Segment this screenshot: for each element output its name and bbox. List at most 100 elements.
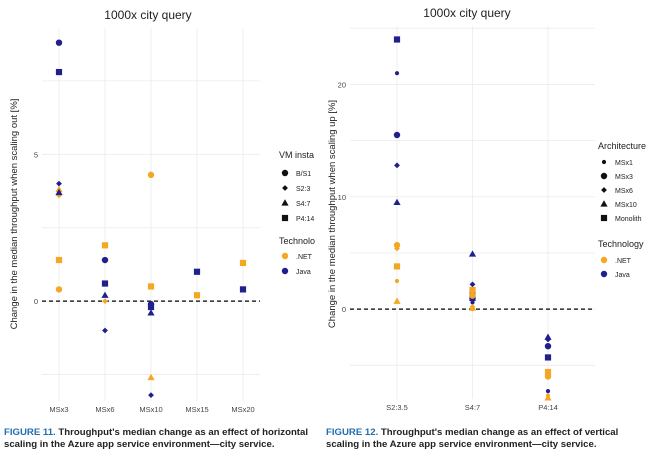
data-point (393, 198, 401, 205)
y-tick-label: 20 (338, 80, 346, 89)
y-axis-label: Change in the median throughput when sca… (9, 99, 20, 330)
y-tick-label: 10 (338, 193, 346, 202)
data-point (393, 263, 401, 270)
legend-key (281, 169, 289, 177)
legend-shape-entries: MSx1 MSx3 MSx6 MSx10 Monolith (600, 159, 642, 223)
legend-color-title: Technolo (279, 236, 315, 246)
y-tick-label: 5 (34, 150, 38, 159)
data-point (148, 392, 154, 399)
legend-key (281, 214, 289, 222)
legend-key (281, 267, 289, 275)
figure-12-caption: FIGURE 12. Throughput's median change as… (326, 427, 648, 450)
data-point (101, 291, 109, 298)
caption-label: FIGURE 12. (326, 427, 379, 438)
legend-key (281, 252, 289, 260)
legend-shape-title: VM insta (279, 150, 314, 160)
x-tick-label: MSx3 (49, 405, 68, 414)
data-point (393, 36, 401, 43)
legend-key (600, 256, 608, 264)
legend-label: MSx1 (615, 160, 633, 167)
legend-key (601, 159, 607, 165)
legend-label: .NET (296, 254, 313, 261)
data-point (394, 278, 400, 284)
data-point (193, 268, 201, 275)
legend-label: MSx6 (615, 188, 633, 195)
data-point (470, 300, 475, 305)
caption-label: FIGURE 11. (4, 427, 56, 438)
legend-key (600, 214, 608, 222)
data-point (56, 180, 62, 187)
data-point (56, 192, 62, 199)
data-point (147, 309, 155, 316)
tick-labels-layer: MSx3 MSx6 MSx10 MSx15 MSx20 0 5 (34, 150, 255, 414)
legend-key (601, 187, 607, 193)
legend-label: P4:14 (296, 216, 314, 223)
data-point (544, 333, 552, 340)
data-point (147, 303, 155, 311)
y-tick-label: 0 (342, 305, 346, 314)
legend-key (600, 200, 608, 207)
data-point (394, 71, 400, 76)
legend-label: Java (296, 269, 311, 276)
data-point (101, 242, 109, 249)
legend-label: Monolith (615, 216, 642, 223)
chart-title: 1000x city query (104, 8, 191, 22)
data-point (55, 286, 63, 293)
x-tick-label: S2:3.5 (386, 403, 408, 412)
data-point (544, 354, 552, 361)
figure-11-caption: FIGURE 11. Throughput's median change as… (4, 427, 310, 450)
x-tick-label: MSx10 (139, 405, 162, 414)
caption-text: Throughput's median change as an effect … (4, 427, 308, 450)
y-axis-label: Change in the median throughput when sca… (327, 100, 338, 328)
x-tick-label: S4:7 (465, 403, 480, 412)
data-point (101, 280, 109, 287)
y-tick-label: 0 (34, 297, 38, 306)
legend-color-entries: .NET Java (281, 252, 313, 276)
legend-color-entries: .NET Java (600, 256, 632, 279)
data-point (147, 171, 155, 179)
chart-figure-12: 1000x city query S2:3.5 S4:7 P4:14 0 10 20 Ch… (327, 6, 646, 412)
chart-title: 1000x city query (423, 6, 510, 20)
data-point (147, 283, 155, 290)
legend: Architecture MSx1 MSx3 MSx6 MSx10 Monolith T… (598, 141, 646, 279)
data-point (469, 292, 476, 299)
legend-key (600, 172, 608, 180)
data-point (544, 342, 552, 350)
legend-label: S2:3 (296, 186, 311, 193)
legend-label: B/S1 (296, 171, 311, 178)
data-point (102, 327, 108, 334)
x-tick-label: MSx20 (231, 405, 254, 414)
legend-shape-entries: B/S1 S2:3 S4:7 P4:14 (281, 169, 314, 223)
data-point (102, 298, 108, 305)
legend-shape-title: Architecture (598, 141, 646, 151)
marks-layer (393, 36, 552, 401)
data-point (147, 373, 155, 381)
data-point (393, 131, 401, 139)
data-point (545, 371, 551, 378)
legend: VM insta B/S1 S2:3 S4:7 P4:14 Technolo .NET… (279, 150, 315, 276)
data-point (239, 259, 247, 267)
x-tick-label: MSx15 (185, 405, 208, 414)
data-point (239, 286, 247, 293)
data-point (193, 292, 201, 299)
data-point (55, 188, 63, 196)
legend-key (282, 185, 288, 191)
legend-key (600, 270, 608, 278)
x-tick-label: MSx6 (95, 405, 114, 414)
legend-label: .NET (615, 258, 632, 265)
legend-label: MSx3 (615, 174, 633, 181)
data-point (545, 389, 551, 394)
data-point (101, 256, 109, 264)
grid-layer (350, 26, 595, 399)
data-point (468, 304, 477, 311)
data-point (55, 256, 63, 264)
legend-label: S4:7 (296, 201, 311, 208)
data-point (544, 394, 552, 401)
data-point (55, 39, 63, 46)
data-point (393, 241, 401, 249)
x-tick-label: P4:14 (538, 403, 558, 412)
data-point (468, 250, 477, 257)
data-point (393, 297, 401, 304)
tick-labels-layer: S2:3.5 S4:7 P4:14 0 10 20 (338, 80, 558, 412)
caption-text: Throughput's median change as an effect … (326, 427, 619, 450)
